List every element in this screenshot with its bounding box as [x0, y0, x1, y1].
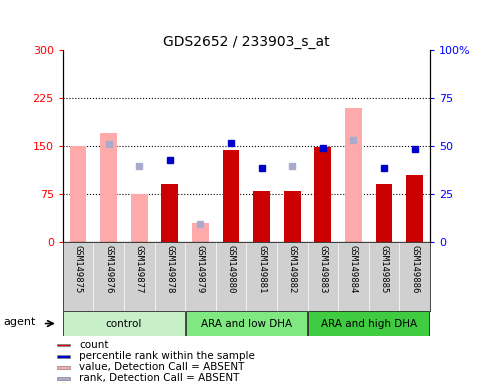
Text: GSM149875: GSM149875 — [73, 245, 83, 294]
Text: GSM149881: GSM149881 — [257, 245, 266, 294]
Bar — [57, 377, 71, 379]
Text: ARA and low DHA: ARA and low DHA — [201, 318, 292, 329]
Bar — [70, 146, 86, 242]
Bar — [406, 175, 423, 242]
Bar — [57, 355, 71, 358]
Text: GSM149883: GSM149883 — [318, 245, 327, 294]
Text: count: count — [79, 340, 108, 350]
Text: GSM149880: GSM149880 — [227, 245, 236, 294]
Bar — [253, 191, 270, 242]
Text: ARA and high DHA: ARA and high DHA — [321, 318, 417, 329]
Text: GSM149886: GSM149886 — [410, 245, 419, 294]
Text: GSM149876: GSM149876 — [104, 245, 113, 294]
Text: value, Detection Call = ABSENT: value, Detection Call = ABSENT — [79, 362, 244, 372]
Text: agent: agent — [3, 317, 36, 327]
Bar — [284, 191, 300, 242]
Bar — [161, 184, 178, 242]
Bar — [57, 344, 71, 346]
Bar — [223, 151, 240, 242]
Bar — [57, 366, 71, 369]
Text: control: control — [106, 318, 142, 329]
Bar — [131, 194, 148, 242]
Text: GSM149878: GSM149878 — [165, 245, 174, 294]
Bar — [345, 108, 362, 242]
Bar — [186, 311, 307, 336]
Bar — [314, 147, 331, 242]
Title: GDS2652 / 233903_s_at: GDS2652 / 233903_s_at — [163, 35, 329, 49]
Bar — [192, 223, 209, 242]
Bar — [63, 311, 185, 336]
Text: percentile rank within the sample: percentile rank within the sample — [79, 351, 255, 361]
Bar — [100, 133, 117, 242]
Text: GSM149879: GSM149879 — [196, 245, 205, 294]
Text: rank, Detection Call = ABSENT: rank, Detection Call = ABSENT — [79, 374, 239, 384]
Bar — [308, 311, 429, 336]
Text: GSM149882: GSM149882 — [288, 245, 297, 294]
Text: GSM149885: GSM149885 — [380, 245, 388, 294]
Text: GSM149877: GSM149877 — [135, 245, 144, 294]
Text: GSM149884: GSM149884 — [349, 245, 358, 294]
Bar — [376, 184, 392, 242]
